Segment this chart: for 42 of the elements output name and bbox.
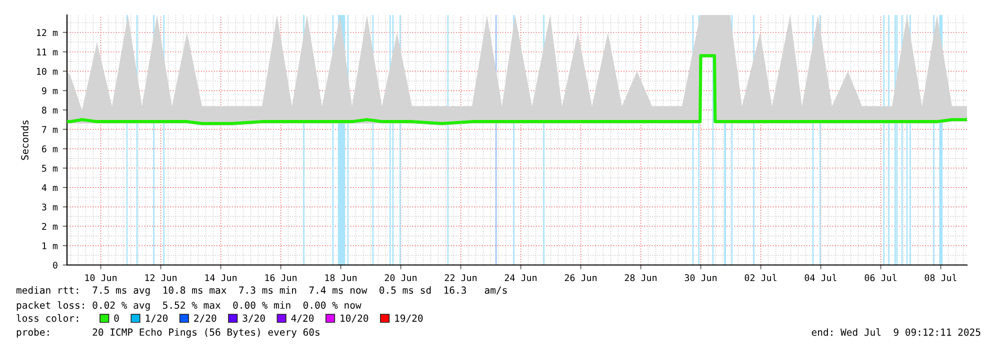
legend-label: 4/20 xyxy=(291,314,314,323)
x-tick-label: 04 Jul xyxy=(804,274,836,282)
y-tick-label: 0 xyxy=(53,262,58,269)
text: probe: 20 ICMP Echo Pings (56 Bytes) every 60s xyxy=(16,328,320,338)
text: median rtt: 7.5 ms avg 10.8 ms max 7.3 ms min 7.4 ms now 0.5 ms sd 16.3 am/s xyxy=(16,286,507,296)
y-tick-label: 2 m xyxy=(42,222,58,230)
legend-label: 1/20 xyxy=(146,314,168,323)
x-tick-label: 08 Jul xyxy=(924,274,956,282)
y-tick-label: 11 m xyxy=(37,48,58,56)
x-tick-label: 22 Jun xyxy=(444,274,476,282)
x-tick-label: 30 Jun xyxy=(684,274,716,282)
legend-title: loss color: xyxy=(16,314,78,322)
y-tick-label: 3 m xyxy=(42,204,58,210)
x-tick-label: 28 Jun xyxy=(624,274,656,282)
x-tick-label: 24 Jun xyxy=(504,274,536,282)
x-tick-label: 18 Jun xyxy=(325,274,356,282)
x-tick-label: 26 Jun xyxy=(564,274,596,282)
y-tick-label: 8 m xyxy=(42,106,58,114)
legend-label: 2/20 xyxy=(194,314,216,323)
x-tick-label: 10 Jun xyxy=(85,274,116,282)
legend-label: 0 xyxy=(114,314,119,322)
y-tick-label: 5 m xyxy=(42,164,58,172)
x-tick-label: 20 Jun xyxy=(384,274,416,282)
y-tick-label: 1 m xyxy=(42,242,58,250)
x-tick-label: 06 Jul xyxy=(864,274,896,282)
y-tick-label: 6 m xyxy=(42,145,58,152)
legend-label: 3/20 xyxy=(242,314,265,323)
text: end: Wed Jul 9 09:12:11 2025 xyxy=(812,328,980,336)
x-tick-label: 12 Jun xyxy=(145,274,176,282)
text: packet loss: 0.02 % avg 5.52 % max 0.00 % min 0.00 % now xyxy=(16,301,362,311)
legend-label: 10/20 xyxy=(340,314,368,323)
y-axis-title: Seconds xyxy=(20,120,28,160)
legend-label: 19/20 xyxy=(395,314,423,323)
y-tick-label: 7 m xyxy=(42,126,58,133)
line-series xyxy=(67,54,967,126)
y-tick-label: 12 m xyxy=(37,29,58,36)
y-tick-label: 4 m xyxy=(42,184,58,191)
x-tick-label: 16 Jun xyxy=(265,274,296,282)
x-tick-label: 02 Jul xyxy=(744,274,776,282)
x-tick-label: 14 Jun xyxy=(205,274,236,282)
y-tick-label: 9 m xyxy=(42,87,58,94)
y-tick-label: 10 m xyxy=(37,68,58,75)
